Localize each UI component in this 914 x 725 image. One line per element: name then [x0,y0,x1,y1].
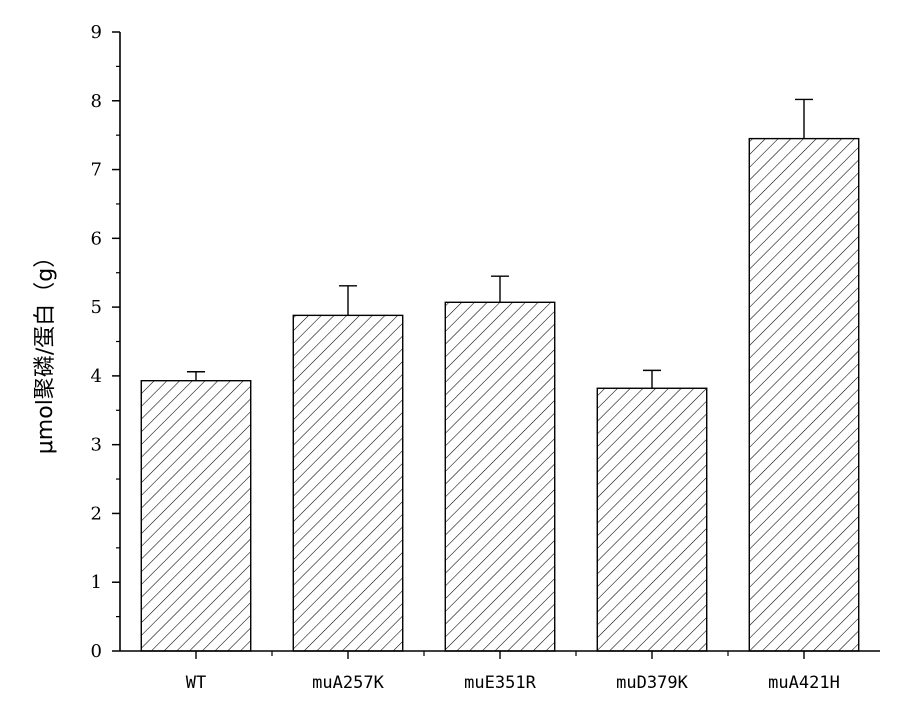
y-tick-label: 7 [91,160,102,181]
bar-muD379K [597,388,706,651]
bar-muE351R [445,302,554,651]
x-tick-label-muA257K: muA257K [312,673,384,693]
y-tick-label: 0 [91,641,102,662]
bar-muA257K [293,315,402,651]
y-tick-label: 1 [91,572,102,593]
x-tick-label-muA421H: muA421H [768,673,840,693]
bar-WT [141,381,250,651]
y-tick-label: 5 [91,297,102,318]
x-tick-label-muD379K: muD379K [616,673,688,693]
y-tick-label: 3 [91,435,102,456]
y-tick-label: 6 [91,228,102,249]
y-tick-label: 8 [91,91,102,112]
y-tick-label: 9 [91,22,102,43]
plot-area: 0 1 2 3 4 5 6 7 8 9 WT muA257K muE351R muD379K muA421H [91,22,880,693]
y-tick-label: 2 [91,503,102,524]
y-axis-title: μmol聚磷/蛋白（g） [33,246,58,454]
x-tick-label-muE351R: muE351R [464,673,536,693]
x-tick-label-WT: WT [186,673,206,693]
y-tick-label: 4 [91,366,102,387]
bar-muA421H [749,139,858,651]
